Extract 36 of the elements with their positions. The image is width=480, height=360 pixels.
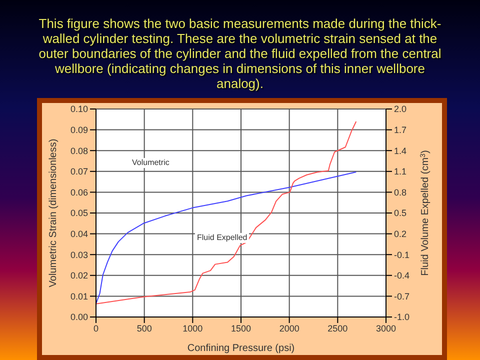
y2-tick-label: -0.4 (394, 270, 410, 281)
y-tick-label: 0.00 (70, 312, 88, 322)
y2-tick-label: -1.0 (394, 312, 410, 322)
x-tick-label: 2000 (279, 323, 300, 334)
y-axis-title: Volumetric Strain (dimensionless) (48, 138, 59, 288)
x-tick-label: 2500 (328, 323, 348, 334)
y-tick-label: 0.08 (70, 146, 88, 156)
y-tick-label: 0.02 (70, 270, 88, 281)
y2-tick-label: -0.1 (394, 250, 410, 260)
y2-tick-label: 1.4 (394, 146, 407, 156)
y2-tick-label: 0.2 (394, 228, 407, 239)
chart-title: This figure shows the two basic measurements made during the thick-walled cylinder testing. These are the volumetric strain sensed at the outer boundaries of the cylinder and the fluid expelled from the central wellbore (indicating changes in dimensions of this inner wellbore analog). (38, 16, 442, 91)
y2-tick-label: 1.7 (394, 124, 407, 135)
x-tick-label: 0 (93, 323, 99, 334)
y2-tick-label: 0.8 (394, 187, 407, 198)
x-axis-title: Confining Pressure (psi) (187, 343, 295, 354)
x-tick-label: 1000 (182, 323, 203, 334)
y-tick-label: 0.07 (70, 166, 88, 177)
y2-tick-label: 1.1 (394, 166, 407, 177)
y-tick-label: 0.01 (70, 291, 88, 302)
x-tick-label: 500 (136, 323, 152, 334)
y-tick-label: 0.06 (70, 187, 88, 198)
line-series (96, 120, 357, 304)
y-tick-label: 0.09 (70, 124, 88, 135)
x-tick-label: 3000 (376, 323, 396, 334)
x-tick-label: 1500 (230, 323, 252, 334)
y2-tick-label: 0.5 (394, 208, 407, 218)
y-tick-label: 0.05 (70, 208, 88, 218)
annotation: Fluid Expelled (195, 233, 250, 243)
y-tick-label: 0.03 (70, 250, 88, 260)
y-tick-label: 0.10 (70, 104, 88, 114)
annotation: Volumetric (130, 158, 172, 168)
y-tick-label: 0.04 (70, 228, 88, 239)
y2-tick-label: -0.7 (394, 291, 410, 302)
line-series (96, 172, 357, 304)
y2-tick-label: 2.0 (394, 104, 407, 114)
